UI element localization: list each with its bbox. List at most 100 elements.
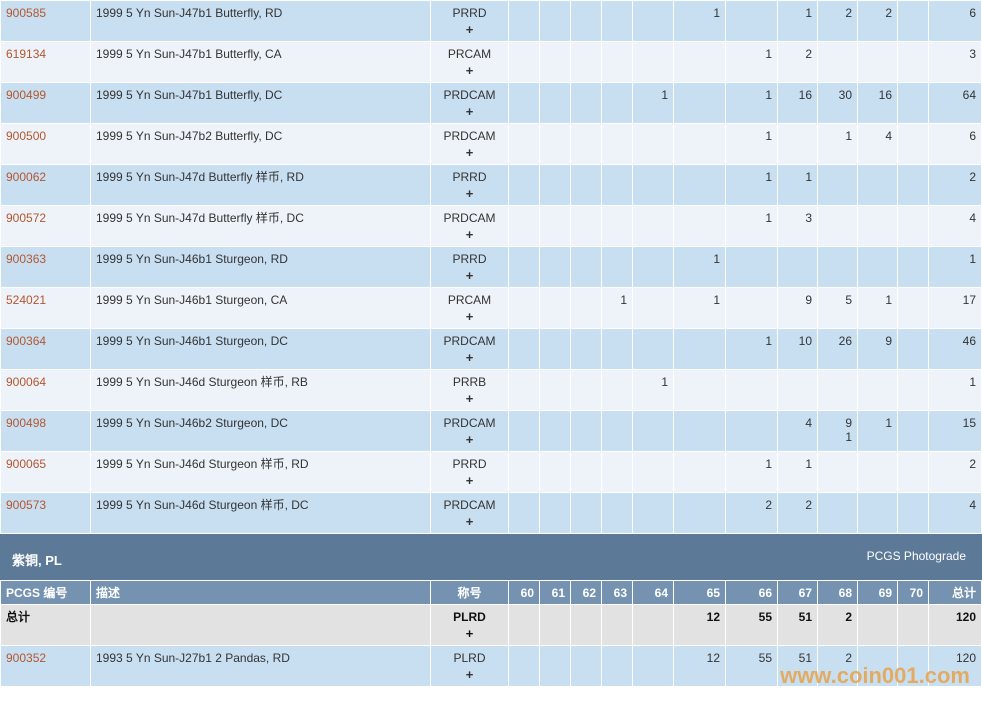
expand-plus-icon[interactable]: +	[465, 186, 474, 201]
designation-cell: PRRD +	[430, 0, 509, 42]
expand-plus-icon[interactable]: +	[465, 227, 474, 242]
population-table-top: 900585 1999 5 Yn Sun-J47b1 Butterfly, RD P…	[0, 0, 982, 534]
grade-count-cell: 10	[777, 328, 818, 370]
expand-plus-icon[interactable]: +	[465, 473, 474, 488]
grade-count-cell	[539, 410, 571, 452]
grade-count-cell	[539, 287, 571, 329]
grade-count-cell: 6	[928, 0, 982, 42]
grade-count-cell	[601, 604, 633, 646]
grade-count-cell	[817, 451, 858, 493]
expand-plus-icon[interactable]: +	[465, 309, 474, 324]
grade-count-cell: 9	[777, 287, 818, 329]
grade-count-cell	[632, 164, 674, 206]
grade-count-cell	[601, 82, 633, 124]
table-row: 900363 1999 5 Yn Sun-J46b1 Sturgeon, RD PR…	[0, 246, 982, 288]
grade-count-cell	[539, 0, 571, 42]
grade-count-cell	[570, 246, 602, 288]
designation-cell: PRRB +	[430, 369, 509, 411]
expand-plus-icon[interactable]: +	[465, 104, 474, 119]
grade-count-cell: 16	[777, 82, 818, 124]
grade-count-cell	[632, 205, 674, 247]
designation-label: PRCAM	[447, 47, 492, 61]
grade-count-cell	[632, 287, 674, 329]
grade-count-cell	[857, 604, 898, 646]
grade-count-cell: 6	[928, 123, 982, 165]
column-header: 69	[857, 580, 898, 605]
pcgs-code-cell: 900062	[0, 164, 91, 206]
pcgs-code-cell: 900585	[0, 0, 91, 42]
designation-label: PRDCAM	[443, 129, 496, 143]
grade-count-cell: 1	[632, 82, 674, 124]
grade-count-cell	[508, 82, 540, 124]
pcgs-code-link[interactable]: 900498	[6, 416, 47, 430]
pcgs-code-link[interactable]: 900363	[6, 252, 47, 266]
grade-count-cell	[817, 205, 858, 247]
pcgs-code-link[interactable]: 900352	[6, 651, 47, 665]
grade-count-cell	[508, 123, 540, 165]
grade-count-cell	[897, 246, 929, 288]
grade-count-cell	[777, 369, 818, 411]
pcgs-code-link[interactable]: 900062	[6, 170, 47, 184]
grade-count-cell	[508, 205, 540, 247]
column-header: 66	[725, 580, 778, 605]
pcgs-code-link[interactable]: 900585	[6, 6, 47, 20]
grade-count-cell	[570, 369, 602, 411]
pcgs-code-link[interactable]: 900064	[6, 375, 47, 389]
pcgs-code-link[interactable]: 900572	[6, 211, 47, 225]
pcgs-code-link[interactable]: 900364	[6, 334, 47, 348]
pcgs-code-cell: 900498	[0, 410, 91, 452]
grade-count-cell	[570, 0, 602, 42]
grade-count-cell	[539, 164, 571, 206]
expand-plus-icon[interactable]: +	[465, 667, 474, 682]
table-row: 900572 1999 5 Yn Sun-J47d Butterfly 样币, D…	[0, 205, 982, 247]
pcgs-code-cell: 900500	[0, 123, 91, 165]
grade-count-cell: 1	[725, 328, 778, 370]
grade-count-cell: 55	[725, 604, 778, 646]
grade-count-cell: 3	[777, 205, 818, 247]
section-title: 紫铜, PL	[12, 553, 62, 568]
expand-plus-icon[interactable]: +	[465, 22, 474, 37]
grade-count-cell	[632, 604, 674, 646]
designation-label: PRDCAM	[443, 498, 496, 512]
grade-count-cell	[601, 164, 633, 206]
expand-plus-icon[interactable]: +	[465, 391, 474, 406]
pcgs-code-link[interactable]: 900500	[6, 129, 47, 143]
grade-count-cell: 1	[725, 41, 778, 83]
grade-count-cell: 12	[673, 645, 726, 687]
pcgs-code-link[interactable]: 524021	[6, 293, 47, 307]
grade-count-cell	[570, 82, 602, 124]
table-row: 900573 1999 5 Yn Sun-J46d Sturgeon 样币, DC…	[0, 492, 982, 534]
pcgs-code-link[interactable]: 900065	[6, 457, 47, 471]
grade-count-cell: 15	[928, 410, 982, 452]
grade-count-cell: 4	[928, 205, 982, 247]
expand-plus-icon[interactable]: +	[465, 145, 474, 160]
grade-count-cell	[673, 369, 726, 411]
expand-plus-icon[interactable]: +	[465, 63, 474, 78]
grade-count-cell	[632, 0, 674, 42]
table-row: 900585 1999 5 Yn Sun-J47b1 Butterfly, RD P…	[0, 0, 982, 42]
expand-plus-icon[interactable]: +	[465, 514, 474, 529]
grade-count-cell	[897, 82, 929, 124]
grade-count-cell	[539, 645, 571, 687]
pcgs-code-link[interactable]: 619134	[6, 47, 47, 61]
pcgs-code-link[interactable]: 900499	[6, 88, 47, 102]
grade-count-cell: 1	[857, 287, 898, 329]
grade-count-cell: 1	[928, 246, 982, 288]
grade-count-cell	[508, 0, 540, 42]
grade-count-cell: 2	[725, 492, 778, 534]
expand-plus-icon[interactable]: +	[465, 350, 474, 365]
expand-plus-icon[interactable]: +	[465, 268, 474, 283]
grade-count-cell	[601, 246, 633, 288]
pcgs-code-link[interactable]: 900573	[6, 498, 47, 512]
description-cell: 1999 5 Yn Sun-J46d Sturgeon 样币, DC	[90, 492, 431, 534]
grade-count-cell	[601, 645, 633, 687]
expand-plus-icon[interactable]: +	[465, 432, 474, 447]
column-header: 60	[508, 580, 540, 605]
grade-count-cell	[601, 492, 633, 534]
expand-plus-icon[interactable]: +	[465, 626, 474, 641]
grade-count-cell	[857, 205, 898, 247]
grade-count-cell: 64	[928, 82, 982, 124]
photograde-link[interactable]: PCGS Photograde	[866, 549, 966, 563]
grade-count-cell	[673, 123, 726, 165]
grade-count-cell	[817, 492, 858, 534]
